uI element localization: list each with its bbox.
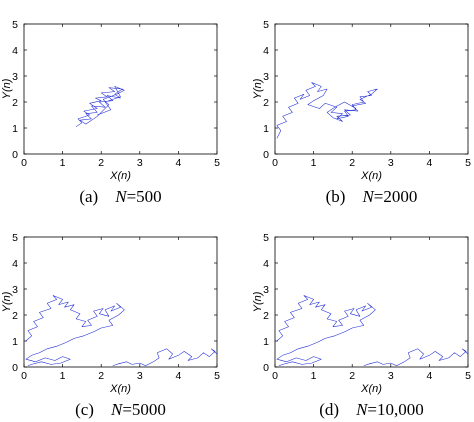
x-tick-label: 5	[465, 157, 471, 169]
panel-caption: (c) N=5000	[75, 400, 166, 419]
walk-path-1	[25, 295, 125, 366]
y-tick-label: 2	[263, 97, 269, 109]
y-tick-label: 4	[12, 45, 18, 57]
n-value: =10,000	[367, 400, 423, 419]
walk-path-2	[112, 348, 218, 366]
n-value: =2000	[374, 187, 418, 206]
panel-4: 0 1 2 3 4 5 0 1 2 3 4 5 X(n) Y(n) (d) N=10,000	[252, 232, 471, 419]
n-symbol: N	[110, 400, 124, 419]
y-axis-label: Y(n)	[1, 78, 13, 99]
y-tick-label: 3	[12, 71, 18, 83]
n-symbol: N	[114, 187, 128, 206]
plot-frame	[274, 23, 469, 155]
panel-letter: (d)	[319, 400, 356, 419]
y-tick-label: 0	[263, 362, 269, 374]
y-axis-label: Y(n)	[252, 291, 264, 312]
x-axis-label: X(n)	[109, 383, 131, 395]
x-tick-label: 0	[21, 370, 27, 382]
panel-caption: (a) N=500	[79, 187, 161, 206]
x-tick-label: 5	[465, 370, 471, 382]
x-tick-label: 0	[272, 370, 278, 382]
x-tick-label: 0	[21, 157, 27, 169]
y-tick-label: 1	[263, 336, 269, 348]
y-tick-label: 5	[12, 19, 18, 31]
panel-letter: (c)	[75, 400, 111, 419]
plot-frame	[274, 236, 469, 368]
y-tick-label: 1	[263, 123, 269, 135]
x-tick-label: 3	[137, 157, 143, 169]
plot-frame	[23, 23, 218, 155]
x-axis-label: X(n)	[360, 383, 382, 395]
x-tick-label: 1	[60, 370, 66, 382]
x-tick-label: 3	[137, 370, 143, 382]
panel-letter: (a)	[79, 187, 115, 206]
x-tick-label: 5	[214, 157, 220, 169]
y-axis-label: Y(n)	[1, 291, 13, 312]
x-axis-label: X(n)	[109, 170, 131, 182]
x-tick-label: 2	[349, 157, 355, 169]
y-tick-label: 0	[263, 149, 269, 161]
x-tick-label: 4	[175, 157, 181, 169]
x-tick-label: 3	[388, 157, 394, 169]
x-tick-label: 0	[272, 157, 278, 169]
panel-caption: (b) N=2000	[326, 187, 418, 206]
x-tick-label: 2	[98, 370, 104, 382]
x-tick-label: 4	[426, 370, 432, 382]
x-tick-label: 3	[388, 370, 394, 382]
walk-path-1	[276, 295, 376, 366]
y-tick-label: 4	[263, 45, 269, 57]
y-tick-label: 0	[12, 149, 18, 161]
panel-caption: (d) N=10,000	[319, 400, 424, 419]
x-tick-label: 2	[349, 370, 355, 382]
plot-frame	[23, 236, 218, 368]
y-tick-label: 2	[12, 97, 18, 109]
y-tick-label: 3	[12, 284, 18, 296]
walk-path-1	[75, 86, 125, 127]
x-tick-label: 1	[311, 157, 317, 169]
y-tick-label: 1	[12, 123, 18, 135]
walk-path-1	[276, 82, 378, 139]
x-tick-label: 1	[311, 370, 317, 382]
x-tick-label: 4	[426, 157, 432, 169]
y-tick-label: 4	[263, 258, 269, 270]
panel-2: 0 1 2 3 4 5 0 1 2 3 4 5 X(n) Y(n) (b) N=2000	[252, 19, 471, 206]
x-tick-label: 2	[98, 157, 104, 169]
x-axis-label: X(n)	[360, 170, 382, 182]
x-tick-label: 1	[60, 157, 66, 169]
n-symbol: N	[355, 400, 369, 419]
y-tick-label: 0	[12, 362, 18, 374]
walk-path-2	[363, 348, 469, 366]
panel-1: 0 1 2 3 4 5 0 1 2 3 4 5 X(n) Y(n) (a) N=500	[1, 19, 220, 206]
y-tick-label: 1	[12, 336, 18, 348]
y-tick-label: 3	[263, 284, 269, 296]
y-tick-label: 4	[12, 258, 18, 270]
y-tick-label: 5	[263, 232, 269, 244]
n-value: =5000	[122, 400, 166, 419]
x-tick-label: 4	[175, 370, 181, 382]
y-tick-label: 5	[263, 19, 269, 31]
x-tick-label: 5	[214, 370, 220, 382]
y-tick-label: 2	[263, 310, 269, 322]
n-symbol: N	[361, 187, 375, 206]
y-tick-label: 5	[12, 232, 18, 244]
n-value: =500	[127, 187, 162, 206]
y-tick-label: 3	[263, 71, 269, 83]
panel-3: 0 1 2 3 4 5 0 1 2 3 4 5 X(n) Y(n) (c) N=5000	[1, 232, 220, 419]
panel-letter: (b)	[326, 187, 363, 206]
y-tick-label: 2	[12, 310, 18, 322]
y-axis-label: Y(n)	[252, 78, 264, 99]
